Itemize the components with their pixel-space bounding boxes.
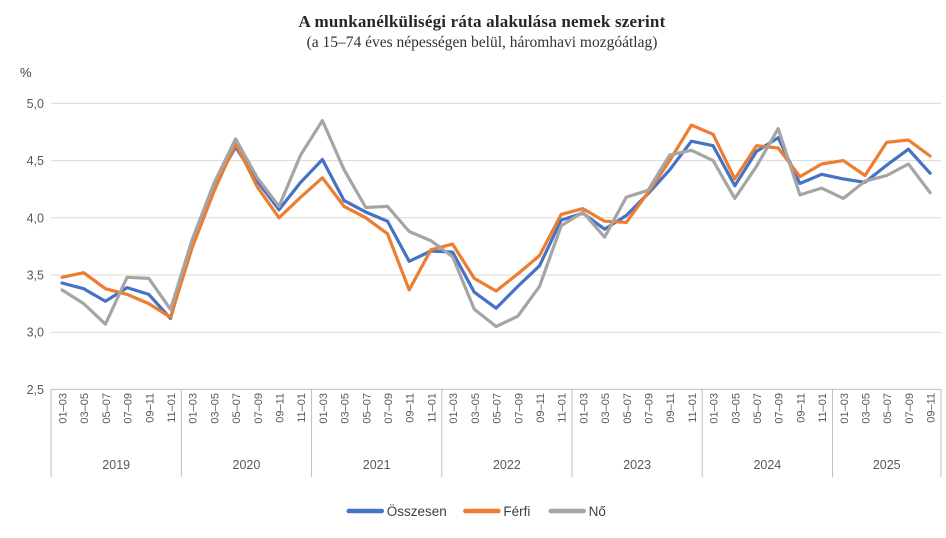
- x-axis-tick-label: 09–11: [535, 393, 547, 423]
- x-axis-tick-label: 03–05: [470, 393, 482, 424]
- x-axis-tick-label: 09–11: [144, 393, 156, 423]
- x-axis-tick-label: 07–09: [253, 393, 265, 424]
- x-axis-tick-label: 11–01: [687, 393, 699, 423]
- x-axis-tick-label: 09–11: [795, 393, 807, 423]
- x-axis-year-label: 2019: [102, 458, 130, 472]
- x-axis-year-label: 2020: [233, 458, 261, 472]
- y-axis-tick-label: 2,5: [27, 383, 44, 397]
- y-axis-tick-label: 3,5: [27, 269, 44, 283]
- x-axis-tick-label: 05–07: [882, 393, 894, 424]
- x-axis-tick-label: 11–01: [817, 393, 829, 423]
- x-axis-tick-label: 07–09: [904, 393, 916, 424]
- series-line-f-rfi: [60, 123, 932, 319]
- x-axis-tick-label: 11–01: [557, 393, 569, 423]
- gridlines: 5,0 4,5 4,0 3,5 3,0 2,5: [27, 97, 941, 397]
- x-axis-tick-label: 09–11: [665, 393, 677, 423]
- y-axis-unit-label: %: [20, 65, 32, 80]
- x-axis-tick-label: 07–09: [123, 393, 135, 424]
- x-axis-tick-label: 01–03: [839, 393, 851, 424]
- chart-title: A munkanélküliségi ráta alakulása nemek …: [298, 12, 666, 31]
- legend-label: Nő: [589, 504, 606, 519]
- y-axis-tick-label: 4,5: [27, 154, 44, 168]
- x-axis-tick-label: 07–09: [383, 393, 395, 424]
- legend-label: Férfi: [503, 504, 530, 519]
- x-axis-tick-label: 01–03: [57, 393, 69, 424]
- legend: Összesen Férfi Nő: [346, 504, 606, 519]
- chart-subtitle: (a 15–74 éves népességen belül, háromhav…: [306, 34, 658, 51]
- x-axis-tick-label: 03–05: [600, 393, 612, 424]
- x-axis-year-label: 2021: [363, 458, 391, 472]
- x-axis-tick-label: 05–07: [101, 393, 113, 424]
- x-axis-tick-label: 07–09: [513, 393, 525, 424]
- x-axis-tick-label: 05–07: [492, 393, 504, 424]
- x-axis-tick-label: 11–01: [296, 393, 308, 423]
- series-line-n-: [60, 118, 932, 329]
- x-axis-tick-label: 07–09: [774, 393, 786, 424]
- x-axis-tick-label: 01–03: [448, 393, 460, 424]
- x-axis-tick-label: 03–05: [79, 393, 91, 424]
- x-axis-tick-label: 11–01: [426, 393, 438, 423]
- x-axis-tick-label: 05–07: [752, 393, 764, 424]
- x-axis-tick-label: 01–03: [709, 393, 721, 424]
- x-axis: 01–03 03–05 05–07 07–09 09–11 11–01 2019 01–03 0…: [50, 389, 942, 477]
- x-axis-tick-label: 01–03: [578, 393, 590, 424]
- x-axis-year-label: 2024: [753, 458, 781, 472]
- x-axis-tick-label: 05–07: [231, 393, 243, 424]
- x-axis-tick-label: 01–03: [188, 393, 200, 424]
- x-axis-tick-label: 11–01: [166, 393, 178, 423]
- x-axis-tick-label: 05–07: [361, 393, 373, 424]
- x-axis-tick-label: 09–11: [405, 393, 417, 423]
- x-axis-tick-label: 03–05: [340, 393, 352, 424]
- x-axis-tick-label: 03–05: [730, 393, 742, 424]
- x-axis-tick-label: 03–05: [209, 393, 221, 424]
- x-axis-year-label: 2025: [873, 458, 901, 472]
- x-axis-tick-label: 03–05: [861, 393, 873, 424]
- x-axis-tick-label: 05–07: [622, 393, 634, 424]
- y-axis-tick-label: 5,0: [27, 97, 44, 111]
- x-axis-tick-label: 07–09: [643, 393, 655, 424]
- legend-label: Összesen: [387, 504, 447, 519]
- x-axis-year-label: 2023: [623, 458, 651, 472]
- x-axis-year-label: 2022: [493, 458, 521, 472]
- x-axis-tick-label: 01–03: [318, 393, 330, 424]
- y-axis-tick-label: 3,0: [27, 326, 44, 340]
- y-axis-tick-label: 4,0: [27, 211, 44, 225]
- x-axis-tick-label: 09–11: [275, 393, 287, 423]
- x-axis-tick-label: 09–11: [926, 393, 938, 423]
